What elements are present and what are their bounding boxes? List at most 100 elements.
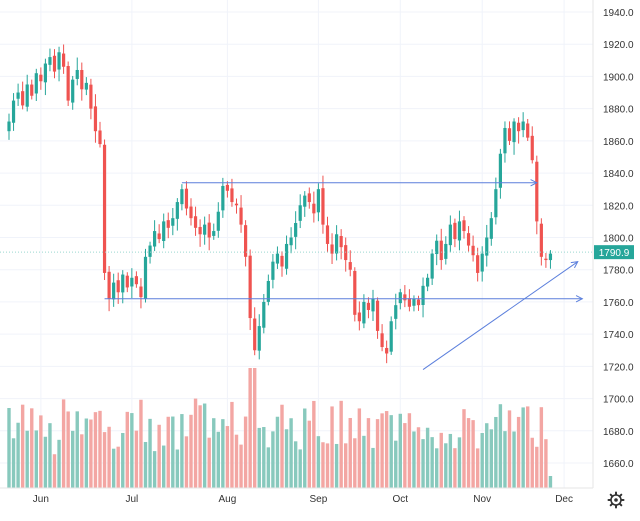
candle-body: [275, 253, 280, 264]
last-price-label: 1790.9: [599, 248, 630, 259]
volume-bar: [111, 448, 116, 488]
volume-bar: [503, 431, 507, 488]
candle-body: [403, 294, 407, 301]
candle-body: [535, 161, 539, 222]
volume-bar: [193, 398, 198, 488]
gear-icon[interactable]: [607, 491, 625, 509]
price-tick-label: 1700.0: [603, 395, 634, 406]
candle-body: [421, 285, 425, 305]
candle-body: [416, 299, 421, 306]
candle-body: [494, 189, 498, 218]
volume-bar: [20, 404, 25, 488]
time-tick-label: Jun: [33, 494, 49, 505]
volume-bar: [148, 418, 152, 488]
volume-bar: [198, 405, 202, 488]
volume-bar: [530, 437, 534, 488]
candle-body: [280, 255, 284, 267]
volume-bar: [389, 415, 393, 488]
arrow-head: [575, 295, 584, 303]
candle-body: [84, 82, 88, 90]
volume-bar: [494, 416, 498, 488]
candle-body: [11, 100, 16, 123]
volume-bar: [407, 413, 412, 488]
candle-body: [225, 184, 229, 191]
price-tick-label: 1680.0: [603, 427, 634, 438]
price-axis[interactable]: 1940.0 1920.0 1900.0 1880.0 1860.0 1840.0 1820…: [603, 8, 634, 470]
candle-body: [394, 305, 398, 319]
candle-body: [371, 298, 375, 312]
candle-body: [444, 243, 448, 259]
candle-body: [548, 253, 553, 261]
volume-bar: [312, 400, 316, 488]
candle-body: [189, 206, 193, 219]
volume-bar: [234, 434, 239, 488]
candle-body: [412, 298, 416, 306]
volume-bar: [71, 430, 75, 488]
volume-bar: [7, 408, 11, 488]
volume-bar: [125, 411, 129, 488]
candle-body: [435, 240, 439, 255]
volume-bar: [207, 437, 211, 488]
volume-bar: [507, 410, 512, 488]
volume-bar: [89, 419, 93, 488]
volume-bar: [102, 432, 107, 488]
candle-body: [462, 220, 466, 232]
trend-ray[interactable]: [422, 261, 579, 370]
candle-body: [375, 300, 380, 331]
volume-bar: [253, 368, 257, 488]
volume-bar: [171, 416, 175, 488]
volume-bar: [380, 413, 384, 488]
volume-bar: [266, 447, 271, 488]
price-tick-label: 1780.0: [603, 266, 634, 277]
price-tick-label: 1740.0: [603, 330, 634, 341]
time-axis[interactable]: Jun Jul Aug Sep Oct Nov Dec: [33, 494, 573, 505]
volume-bar: [139, 399, 143, 488]
volume-bar: [321, 442, 325, 488]
volume-bar: [16, 422, 20, 488]
volume-bar: [366, 418, 371, 488]
candle-body: [93, 106, 98, 132]
candle-body: [107, 271, 111, 299]
candle-body: [121, 274, 125, 293]
candle-body: [307, 193, 311, 203]
candle-body: [148, 245, 152, 257]
candle-body: [166, 220, 170, 228]
candle-body: [203, 224, 207, 235]
drawing-annotations[interactable]: [104, 179, 584, 370]
arrow-head: [530, 179, 538, 187]
candle-body: [453, 222, 457, 240]
candle-body: [539, 223, 543, 257]
candle-body: [507, 128, 512, 141]
price-tick-label: 1720.0: [603, 362, 634, 373]
candle-body: [75, 69, 79, 79]
candle-body: [143, 256, 148, 299]
candle-body: [480, 253, 484, 272]
candle-body: [294, 223, 298, 237]
candle-body: [430, 253, 434, 279]
candle-body: [112, 282, 116, 300]
candle-body: [89, 84, 93, 109]
candle-body: [139, 286, 143, 298]
candle-body: [234, 203, 239, 206]
volume-bar: [84, 418, 89, 488]
volume-bar: [116, 446, 120, 488]
candle-body: [380, 333, 384, 348]
candle-body: [244, 225, 248, 257]
volume-bar: [448, 433, 453, 488]
volume-bar: [248, 368, 252, 488]
volume-bar: [48, 423, 52, 488]
volume-bar: [512, 431, 516, 488]
candle-body: [498, 153, 502, 188]
volume-bar: [52, 454, 57, 488]
volume-bar: [66, 411, 70, 488]
volume-bar: [61, 399, 66, 488]
last-price-badge: [594, 245, 634, 260]
candle-body: [457, 221, 462, 241]
candle-body: [16, 92, 20, 99]
candle-body: [521, 121, 525, 131]
volume-bar: [184, 436, 189, 488]
candle-body: [198, 226, 202, 235]
candle-body: [262, 301, 266, 328]
volume-bar: [284, 429, 289, 488]
